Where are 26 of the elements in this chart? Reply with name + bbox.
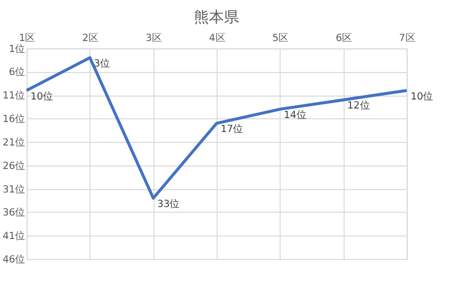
y-tick-label: 21位: [2, 136, 26, 148]
y-tick-label: 31位: [2, 183, 26, 196]
y-tick-label: 41位: [2, 230, 26, 242]
data-label: 3位: [94, 58, 110, 70]
data-label: 12位: [347, 100, 370, 112]
x-tick-label: 5区: [272, 32, 289, 44]
y-tick-label: 1位: [8, 42, 26, 55]
y-tick-label: 16位: [2, 113, 26, 126]
y-tick-label: 26位: [2, 160, 26, 172]
x-tick-label: 3区: [146, 32, 162, 44]
y-tick-label: 6位: [8, 66, 26, 78]
data-label: 14位: [284, 109, 306, 122]
y-tick-label: 36位: [2, 206, 26, 219]
line-series: [25, 56, 408, 200]
x-tick-label: 6区: [336, 32, 352, 44]
data-label: 17位: [220, 123, 244, 136]
data-label: 10位: [30, 90, 54, 102]
x-tick-label: 2区: [82, 32, 99, 44]
x-tick-label: 1区: [18, 32, 36, 44]
x-tick-label: 7区: [399, 32, 416, 44]
y-tick-label: 46位: [2, 254, 26, 266]
chart-title: 熊本県: [194, 8, 240, 26]
data-label: 33位: [157, 198, 180, 210]
y-tick-label: 11位: [2, 90, 26, 102]
data-label: 10位: [410, 90, 434, 102]
x-tick-label: 4区: [208, 32, 226, 44]
